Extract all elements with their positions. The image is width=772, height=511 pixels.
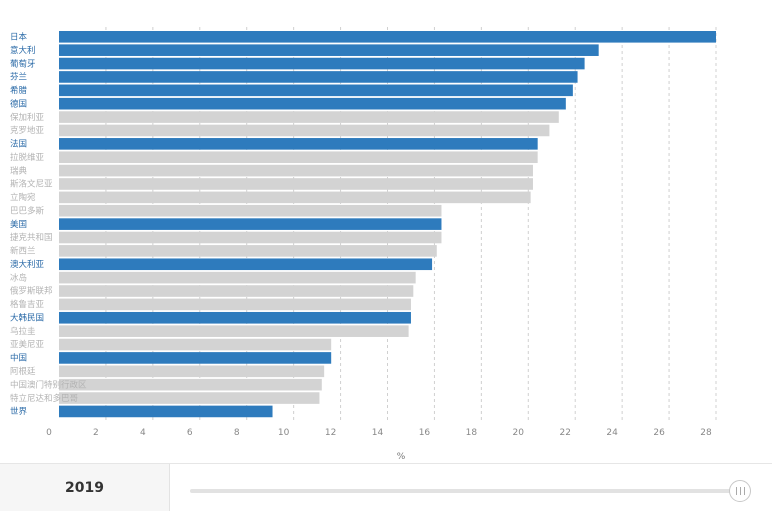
category-label: 克罗地亚 (10, 125, 45, 136)
bar (59, 245, 437, 257)
tick-label: 26 (653, 428, 665, 438)
category-label: 格鲁吉亚 (10, 299, 45, 310)
bar (59, 365, 325, 378)
tick-label: 2 (93, 428, 99, 438)
category-label: 日本 (10, 32, 28, 43)
bar (59, 44, 599, 56)
bar (59, 338, 332, 351)
bar (59, 218, 442, 230)
category-label: 瑞典 (10, 165, 28, 176)
category-label: 美国 (10, 219, 27, 230)
bar (59, 111, 559, 123)
category-label: 澳大利亚 (10, 259, 45, 270)
tick-label: 12 (325, 428, 336, 438)
bar (59, 57, 585, 70)
bar (59, 311, 411, 324)
bar (59, 204, 442, 217)
category-label: 立陶宛 (10, 192, 36, 203)
tick-label: 4 (140, 428, 146, 438)
category-label: 冰岛 (10, 272, 27, 283)
tick-label: 28 (700, 428, 712, 438)
tick-label: 22 (559, 428, 570, 438)
bar (59, 164, 533, 177)
bar (59, 191, 531, 204)
bar (59, 97, 566, 110)
category-label: 特立尼达和多巴哥 (10, 393, 79, 404)
x-axis-label: % (397, 452, 406, 462)
category-label: 巴巴多斯 (10, 205, 45, 216)
category-label: 大韩民国 (10, 312, 44, 323)
chart-svg: 日本意大利葡萄牙芬兰希腊德国保加利亚克罗地亚法国拉脱维亚瑞典斯洛文尼亚立陶宛巴巴… (10, 27, 717, 462)
tick-label: 10 (278, 428, 290, 438)
timeline-footer: 2019 (0, 463, 772, 511)
category-label: 世界 (10, 406, 28, 417)
category-label: 芬兰 (10, 72, 27, 83)
bar (59, 151, 538, 164)
category-label: 中国 (10, 353, 27, 364)
tick-label: 0 (46, 428, 52, 438)
category-label: 亚美尼亚 (10, 339, 45, 350)
year-slider-handle[interactable] (729, 480, 751, 502)
tick-label: 20 (513, 428, 525, 438)
bar (59, 138, 538, 150)
category-label: 葡萄牙 (10, 58, 36, 69)
category-label: 拉脱维亚 (10, 152, 45, 163)
bar (59, 31, 716, 43)
tick-label: 8 (234, 428, 240, 438)
category-label: 中国澳门特别行政区 (10, 379, 87, 390)
category-label: 法国 (10, 139, 27, 150)
category-label: 俄罗斯联邦 (10, 286, 53, 297)
category-label: 德国 (10, 98, 27, 109)
year-slider-track[interactable] (190, 489, 740, 493)
year-display: 2019 (0, 464, 170, 511)
bar (59, 298, 411, 311)
bar-chart: 日本意大利葡萄牙芬兰希腊德国保加利亚克罗地亚法国拉脱维亚瑞典斯洛文尼亚立陶宛巴巴… (10, 27, 717, 462)
grip-icon (735, 487, 745, 495)
category-label: 保加利亚 (10, 112, 45, 123)
tick-label: 6 (187, 428, 193, 438)
category-label: 阿根廷 (10, 366, 36, 377)
category-label: 捷克共和国 (10, 232, 53, 243)
bar (59, 178, 533, 190)
tick-label: 16 (419, 428, 431, 438)
category-label: 乌拉圭 (10, 326, 36, 337)
bar (59, 124, 550, 137)
bar (59, 285, 414, 297)
tick-label: 14 (372, 428, 384, 438)
category-label: 斯洛文尼亚 (10, 179, 53, 190)
bar (59, 84, 573, 97)
category-label: 意大利 (10, 45, 36, 56)
bar (59, 231, 442, 244)
bar (59, 392, 320, 404)
bar (59, 325, 409, 337)
bar (59, 71, 578, 83)
bar (59, 352, 332, 364)
bar (59, 378, 322, 391)
bar (59, 405, 273, 418)
tick-label: 18 (466, 428, 478, 438)
category-label: 希腊 (10, 85, 28, 96)
bar (59, 258, 433, 271)
tick-label: 24 (606, 428, 618, 438)
bar (59, 271, 416, 284)
category-label: 新西兰 (10, 246, 36, 257)
